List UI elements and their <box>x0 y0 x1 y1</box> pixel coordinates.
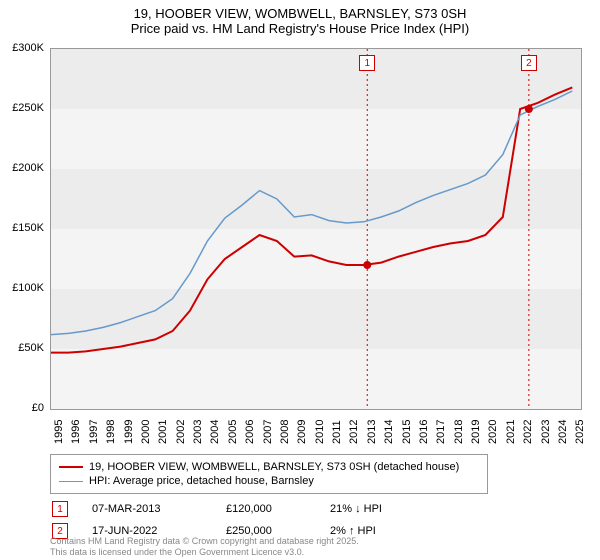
x-tick-label: 2000 <box>140 420 152 444</box>
marker-row: 1 07-MAR-2013 £120,000 21% ↓ HPI <box>50 498 580 520</box>
chart-container: 19, HOOBER VIEW, WOMBWELL, BARNSLEY, S73… <box>0 0 600 560</box>
footer: Contains HM Land Registry data © Crown c… <box>50 536 359 558</box>
marker-date: 07-MAR-2013 <box>92 503 202 515</box>
legend-label: HPI: Average price, detached house, Barn… <box>89 475 314 487</box>
x-tick-label: 2004 <box>209 420 221 444</box>
chart-subtitle: Price paid vs. HM Land Registry's House … <box>0 21 600 42</box>
x-tick-label: 2010 <box>314 420 326 444</box>
x-tick-label: 2022 <box>522 420 534 444</box>
x-tick-label: 1997 <box>88 420 100 444</box>
legend: 19, HOOBER VIEW, WOMBWELL, BARNSLEY, S73… <box>50 454 488 494</box>
y-tick-label: £300K <box>12 42 44 54</box>
x-tick-label: 2021 <box>505 420 517 444</box>
x-tick-label: 1996 <box>70 420 82 444</box>
x-tick-label: 2013 <box>366 420 378 444</box>
marker-price: £120,000 <box>226 503 306 515</box>
x-tick-label: 2019 <box>470 420 482 444</box>
y-tick-label: £50K <box>18 342 44 354</box>
legend-row: HPI: Average price, detached house, Barn… <box>59 474 479 488</box>
x-tick-label: 2018 <box>453 420 465 444</box>
x-tick-label: 2014 <box>383 420 395 444</box>
x-tick-label: 1995 <box>53 420 65 444</box>
legend-swatch <box>59 466 83 468</box>
legend-label: 19, HOOBER VIEW, WOMBWELL, BARNSLEY, S73… <box>89 461 459 473</box>
x-tick-label: 2003 <box>192 420 204 444</box>
y-tick-label: £150K <box>12 222 44 234</box>
x-tick-label: 2015 <box>401 420 413 444</box>
x-axis-labels: 1995 1996 1997 1998 1999 2000 2001 2002 2003 2004… <box>50 410 580 454</box>
x-tick-label: 2016 <box>418 420 430 444</box>
x-tick-label: 1999 <box>123 420 135 444</box>
series-property <box>51 87 572 352</box>
y-axis-labels: £0£50K£100K£150K£200K£250K£300K <box>0 48 48 408</box>
y-tick-label: £100K <box>12 282 44 294</box>
x-tick-label: 2002 <box>175 420 187 444</box>
x-tick-label: 2001 <box>157 420 169 444</box>
plot-svg <box>51 49 581 409</box>
y-tick-label: £200K <box>12 162 44 174</box>
footer-line2: This data is licensed under the Open Gov… <box>50 547 359 558</box>
x-tick-label: 1998 <box>105 420 117 444</box>
x-tick-label: 2008 <box>279 420 291 444</box>
y-tick-label: £0 <box>32 402 44 414</box>
y-tick-label: £250K <box>12 102 44 114</box>
legend-swatch <box>59 481 83 482</box>
x-tick-label: 2012 <box>348 420 360 444</box>
marker-badge: 2 <box>521 55 537 71</box>
x-tick-label: 2005 <box>227 420 239 444</box>
series-hpi <box>51 91 572 335</box>
plot-area: 12 <box>50 48 582 410</box>
x-tick-label: 2024 <box>557 420 569 444</box>
x-tick-label: 2006 <box>244 420 256 444</box>
marker-badge: 1 <box>359 55 375 71</box>
chart-title: 19, HOOBER VIEW, WOMBWELL, BARNSLEY, S73… <box>0 0 600 21</box>
x-tick-label: 2017 <box>435 420 447 444</box>
x-tick-label: 2020 <box>487 420 499 444</box>
x-tick-label: 2011 <box>331 420 343 444</box>
x-tick-label: 2009 <box>296 420 308 444</box>
x-tick-label: 2007 <box>262 420 274 444</box>
x-tick-label: 2025 <box>574 420 586 444</box>
legend-row: 19, HOOBER VIEW, WOMBWELL, BARNSLEY, S73… <box>59 460 479 474</box>
marker-hpi: 21% ↓ HPI <box>330 503 382 515</box>
marker-badge: 1 <box>52 501 68 517</box>
x-tick-label: 2023 <box>540 420 552 444</box>
footer-line1: Contains HM Land Registry data © Crown c… <box>50 536 359 547</box>
